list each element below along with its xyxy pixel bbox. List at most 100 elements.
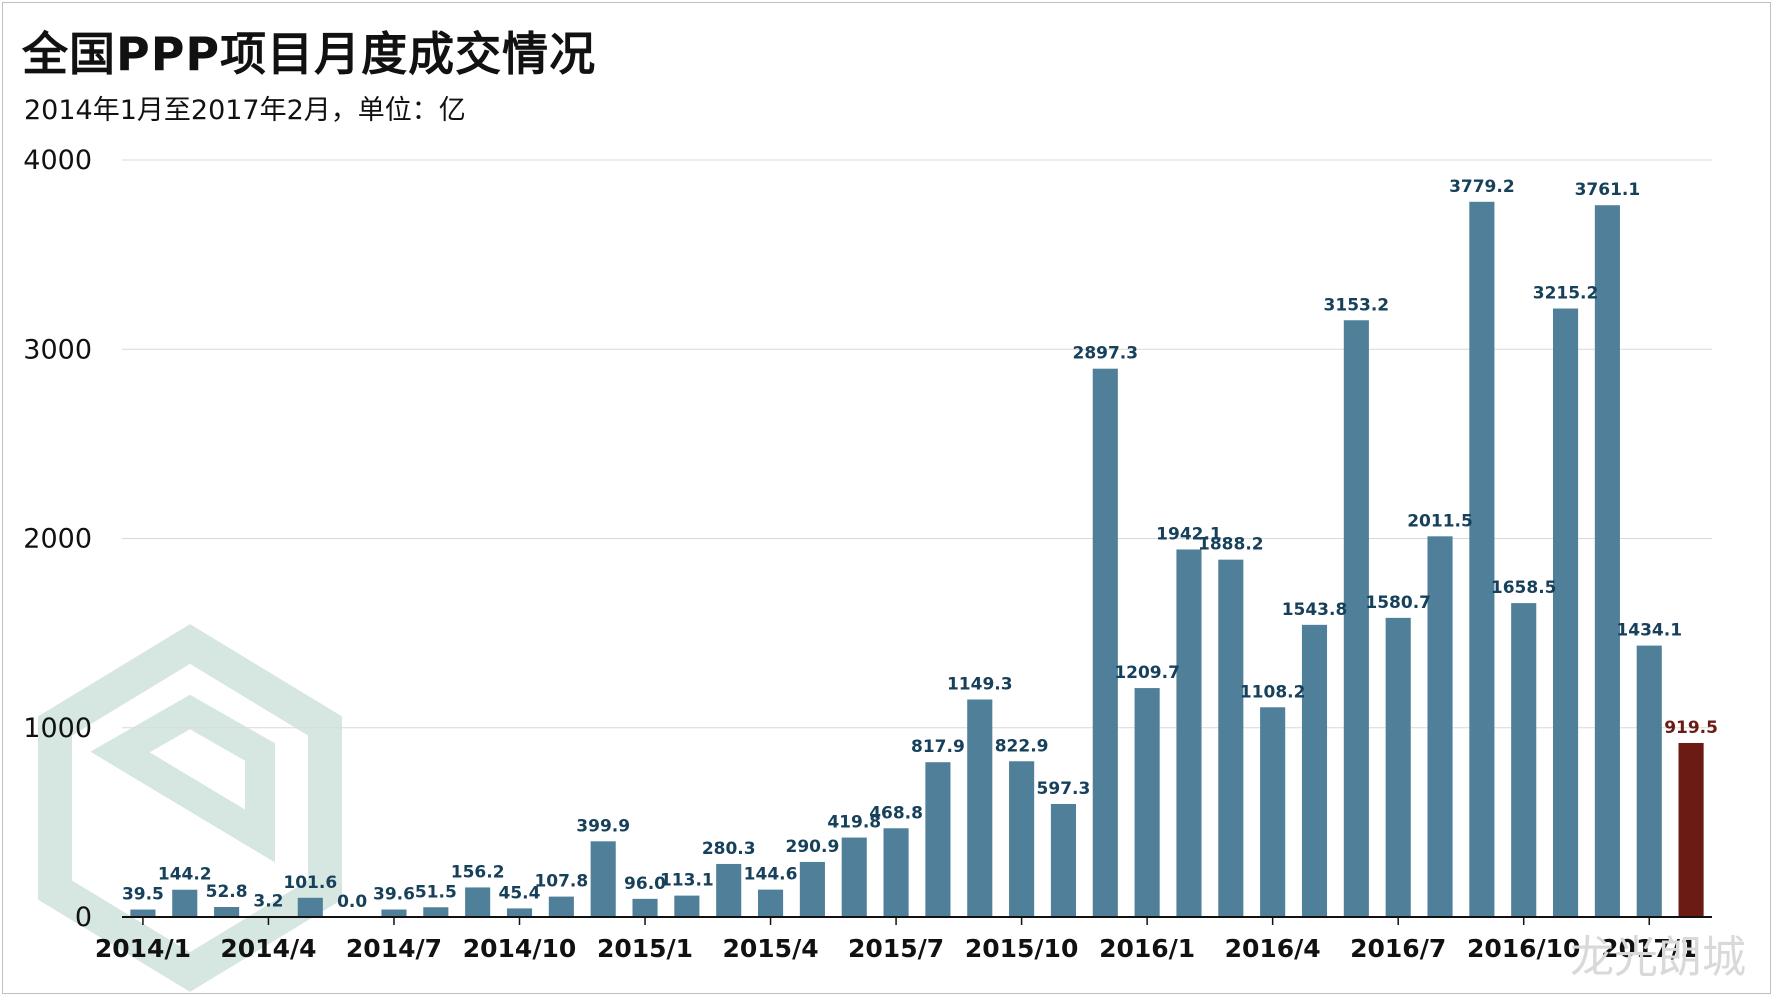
data-label: 280.3 [702,839,756,859]
bar-2016-10 [1511,603,1537,917]
bar-2014-8 [423,907,449,917]
data-label: 1149.3 [947,674,1013,694]
bar-2015-7 [883,828,909,917]
data-label: 144.6 [744,865,798,885]
data-label: 1580.7 [1365,593,1431,613]
x-tick-label: 2014/7 [346,934,442,963]
bar-2016-4 [1260,707,1286,917]
bar-2014-12 [590,841,616,917]
bar-2014-10 [506,908,533,917]
data-label: 45.4 [499,883,541,903]
y-axis-ticks: 0 1000 2000 3000 4000 [23,145,92,933]
bar-2014-5 [297,897,323,917]
bar-2015-4 [758,889,784,917]
data-label: 1658.5 [1491,578,1557,598]
bar-2015-10 [1009,761,1035,917]
data-label: 107.8 [534,872,588,892]
data-label: 1543.8 [1282,600,1348,620]
data-label: 144.2 [158,865,212,885]
bar-2016-8 [1427,536,1453,917]
data-label: 96.0 [624,874,666,894]
bar-2017-1 [1636,645,1662,917]
data-label: 399.9 [576,816,630,836]
y-tick-label: 3000 [23,334,92,365]
bar-2014-2 [172,889,198,917]
bar-2015-5 [799,861,825,917]
data-label: 2011.5 [1407,511,1473,531]
data-label: 51.5 [415,882,457,902]
data-label: 3215.2 [1533,284,1599,304]
data-label: 2897.3 [1072,344,1138,364]
y-tick-label: 1000 [23,713,92,744]
data-label: 919.5 [1664,718,1718,738]
x-tick-label: 2015/1 [597,934,693,963]
data-label: 822.9 [995,736,1049,756]
bar-2016-6 [1343,320,1369,917]
data-label: 0.0 [337,892,367,912]
bar-2015-11 [1050,803,1076,917]
x-tick-label: 2016/10 [1467,934,1581,963]
data-label: 1942.1 [1156,524,1222,544]
data-label: 817.9 [911,737,965,757]
bar-2014-9 [465,887,491,917]
data-label: 597.3 [1037,779,1091,799]
data-label: 3153.2 [1324,295,1390,315]
bar-2016-1 [1134,688,1160,917]
data-label: 3779.2 [1449,177,1515,197]
x-tick-label: 2016/1 [1099,934,1195,963]
bar-2015-6 [841,837,867,917]
data-label: 156.2 [451,862,505,882]
x-tick-label: 2014/1 [95,934,191,963]
y-tick-label: 2000 [23,524,92,555]
x-axis: 2014/1 2014/4 2014/7 2014/10 2015/1 2015/4 201… [95,916,1712,963]
y-tick-label: 0 [75,902,92,933]
data-label: 39.5 [122,885,164,905]
data-label: 419.8 [827,813,881,833]
bar-2016-5 [1301,624,1328,917]
bar-2015-3 [716,863,742,917]
x-tick-label: 2017/1 [1601,934,1697,963]
bar-2016-9 [1469,201,1495,918]
x-tick-label: 2015/7 [848,934,944,963]
data-label: 113.1 [660,871,714,891]
chart-title: 全国PPP项目月度成交情况 [22,27,597,81]
data-label: 39.6 [373,885,415,905]
bar-2015-9 [967,699,993,917]
bar-2016-3 [1218,559,1244,917]
data-label: 3.2 [253,891,283,911]
data-label: 101.6 [283,873,337,893]
bar-2014-11 [548,896,574,917]
data-label: 1434.1 [1616,621,1682,641]
data-label: 1209.7 [1114,663,1180,683]
watermark-logo [38,624,342,992]
data-label: 52.8 [206,882,248,902]
x-tick-label: 2015/10 [965,934,1079,963]
bars [130,201,1704,918]
bar-2016-12 [1594,205,1620,918]
bar-2015-1 [632,898,658,917]
bar-2017-2 [1678,742,1704,917]
bar-2015-2 [674,895,700,917]
bar-2016-2 [1176,549,1202,917]
x-tick-label: 2016/4 [1225,934,1321,963]
bar-2015-8 [925,762,951,917]
chart-subtitle: 2014年1月至2017年2月，单位：亿 [24,95,466,126]
data-label: 3761.1 [1575,180,1641,200]
x-tick-label: 2016/7 [1350,934,1446,963]
bar-2016-7 [1385,617,1411,917]
bar-2014-1 [130,909,156,917]
bar-2014-7 [381,909,407,917]
x-tick-label: 2015/4 [722,934,818,963]
data-label: 1108.2 [1240,682,1306,702]
x-tick-label: 2014/10 [463,934,577,963]
x-tick-label: 2014/4 [220,934,316,963]
bar-2016-11 [1553,308,1579,917]
watermark-text: 龙光朗城 [1570,932,1746,983]
data-label: 1888.2 [1198,535,1264,555]
bar-2014-3 [214,907,240,917]
data-label: 290.9 [786,837,840,857]
data-label: 468.8 [869,803,923,823]
